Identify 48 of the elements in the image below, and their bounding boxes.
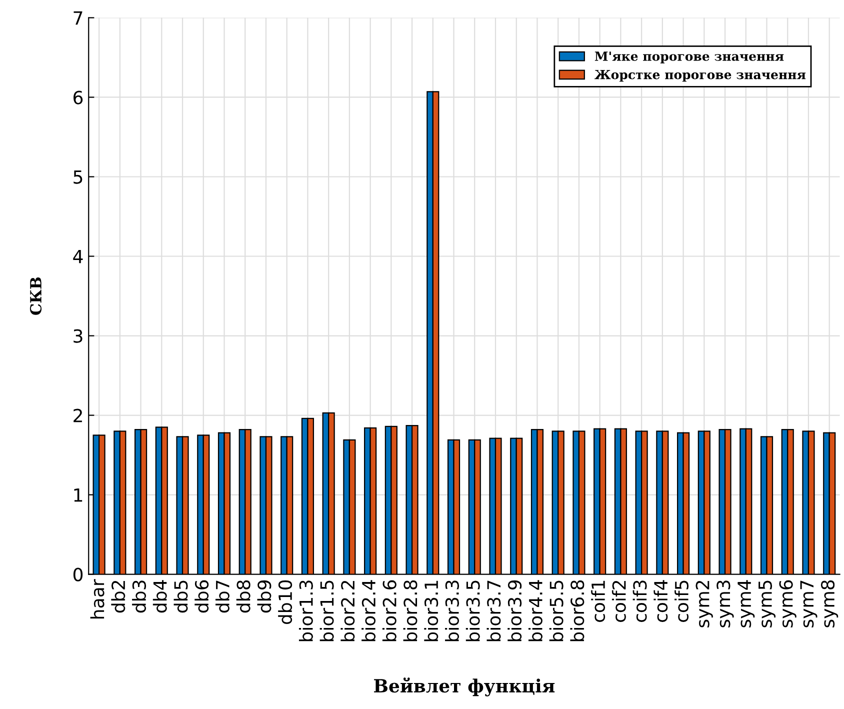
x-tick-label: bior3.7 — [486, 580, 501, 642]
x-tick-label: bior3.9 — [508, 580, 522, 642]
x-tick-label: coif5 — [674, 580, 689, 622]
x-tick-label: coif1 — [591, 580, 606, 622]
x-tick-label: db6 — [194, 580, 209, 613]
x-tick-label: bior3.3 — [445, 580, 460, 642]
x-tick-label: db5 — [174, 580, 188, 613]
x-axis-title: Вейвлет функція — [374, 678, 555, 696]
x-tick-label: bior1.3 — [298, 580, 313, 642]
x-tick-label: bior3.5 — [466, 580, 480, 642]
x-tick-label: bior2.8 — [403, 580, 418, 642]
x-tick-label: sym7 — [800, 580, 818, 628]
x-tick-label: coif2 — [612, 580, 626, 622]
x-tick-label: coif4 — [654, 580, 668, 622]
y-tick-label: 6 — [74, 90, 83, 104]
x-tick-label: sym8 — [820, 580, 838, 628]
y-tick-label: 5 — [74, 170, 82, 184]
x-tick-label: sym2 — [696, 580, 713, 628]
y-tick-label: 2 — [74, 408, 82, 422]
x-tick-label: bior2.4 — [362, 580, 376, 642]
x-tick-label: db9 — [257, 580, 272, 613]
x-tick-label: db4 — [152, 580, 167, 613]
x-tick-label: bior2.6 — [382, 580, 396, 642]
x-tick-label: db8 — [236, 580, 250, 613]
x-tick-label: bior1.5 — [320, 580, 334, 642]
y-tick-label: 3 — [74, 329, 82, 343]
x-tick-label: sym3 — [716, 580, 734, 628]
x-tick-label: coif3 — [632, 580, 647, 622]
x-tick-label: bior4.4 — [528, 580, 542, 642]
x-tick-label: sym6 — [779, 580, 796, 628]
x-tick-label: db10 — [278, 580, 292, 624]
x-tick-label: db7 — [216, 580, 230, 613]
x-tick-label: sym5 — [758, 580, 776, 628]
x-tick-label: bior5.5 — [549, 580, 564, 642]
y-tick-label: 7 — [74, 11, 82, 25]
y-tick-label: 0 — [73, 568, 83, 582]
y-axis-title: СКВ — [30, 277, 42, 315]
x-tick-label: db3 — [132, 580, 146, 613]
legend-label: Жорстке порогове значення — [594, 70, 806, 82]
x-tick-label: db2 — [111, 580, 126, 613]
x-tick-label: sym4 — [738, 580, 755, 628]
x-tick-label: haar — [90, 579, 104, 619]
x-tick-label: bior6.8 — [570, 580, 584, 642]
y-tick-label: 4 — [73, 250, 83, 264]
x-tick-label: bior2.2 — [340, 580, 355, 642]
x-tick-label: bior3.1 — [424, 580, 438, 642]
y-tick-label: 1 — [74, 488, 82, 502]
legend-label: М'яке порогове значення — [594, 52, 784, 64]
